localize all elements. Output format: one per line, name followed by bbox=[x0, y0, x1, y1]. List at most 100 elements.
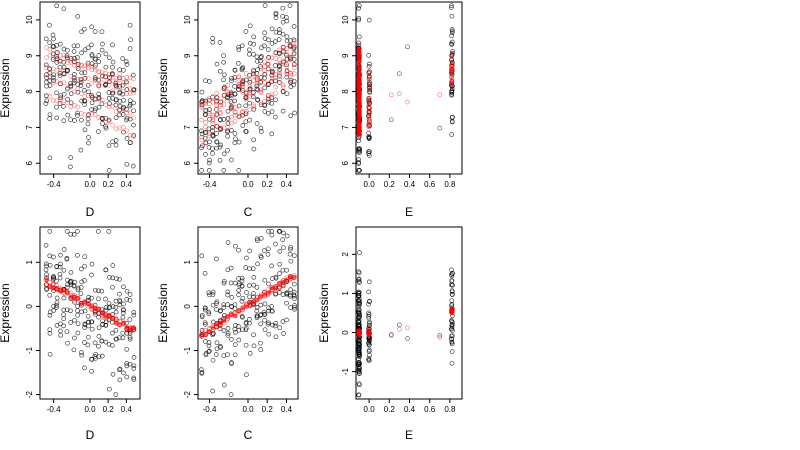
observed-point bbox=[225, 333, 231, 338]
observed-point bbox=[225, 108, 231, 114]
fitted-point bbox=[356, 46, 362, 52]
observed-point bbox=[64, 307, 70, 313]
fitted-point bbox=[280, 282, 286, 288]
observed-point bbox=[124, 79, 129, 85]
x-tick-label: -0.4 bbox=[203, 405, 217, 414]
observed-point bbox=[82, 98, 88, 104]
fitted-point bbox=[366, 76, 372, 82]
fitted-point bbox=[113, 79, 119, 85]
observed-point bbox=[72, 335, 77, 341]
observed-point bbox=[117, 67, 122, 73]
observed-point bbox=[89, 295, 94, 301]
observed-point bbox=[79, 70, 85, 76]
observed-point bbox=[71, 43, 77, 49]
observed-point bbox=[96, 53, 102, 58]
observed-point bbox=[109, 90, 115, 96]
fitted-point bbox=[210, 327, 216, 332]
fitted-point bbox=[120, 107, 126, 113]
observed-point bbox=[229, 337, 234, 342]
fitted-point bbox=[89, 64, 95, 69]
observed-point bbox=[113, 102, 119, 108]
observed-point bbox=[124, 288, 130, 294]
fitted-point bbox=[57, 70, 63, 76]
observed-point bbox=[64, 329, 70, 335]
observed-point bbox=[210, 357, 216, 363]
x-tick-label: 0.2 bbox=[262, 405, 274, 414]
observed-point bbox=[130, 72, 136, 78]
observed-point bbox=[113, 327, 119, 333]
observed-point bbox=[356, 307, 362, 313]
fitted-point bbox=[44, 45, 49, 50]
observed-point bbox=[287, 3, 293, 8]
observed-point bbox=[61, 295, 67, 301]
fitted-point bbox=[110, 78, 116, 84]
fitted-point bbox=[106, 71, 112, 77]
fitted-point bbox=[247, 88, 253, 93]
observed-point bbox=[120, 307, 126, 313]
observed-point bbox=[96, 129, 101, 134]
observed-point bbox=[89, 93, 94, 98]
observed-point bbox=[117, 112, 122, 118]
observed-point bbox=[206, 343, 212, 349]
fitted-point bbox=[199, 134, 205, 140]
observed-point bbox=[288, 113, 294, 119]
observed-point bbox=[405, 336, 410, 341]
fitted-point bbox=[265, 80, 271, 86]
observed-point bbox=[255, 238, 260, 244]
fitted-point bbox=[236, 114, 242, 120]
observed-point bbox=[107, 386, 112, 392]
observed-point bbox=[356, 17, 362, 23]
observed-point bbox=[251, 332, 256, 338]
observed-point bbox=[356, 34, 362, 40]
fitted-point bbox=[82, 66, 88, 72]
observed-point bbox=[113, 142, 119, 148]
fitted-point bbox=[251, 73, 256, 79]
fitted-point bbox=[64, 60, 70, 66]
observed-point bbox=[116, 335, 122, 341]
observed-point bbox=[356, 269, 361, 275]
fitted-point bbox=[225, 124, 231, 130]
observed-point bbox=[247, 23, 253, 29]
fitted-point bbox=[68, 60, 74, 65]
observed-point bbox=[288, 258, 294, 264]
x-axis-title: D bbox=[86, 428, 95, 442]
observed-point bbox=[265, 252, 271, 257]
observed-point bbox=[117, 377, 123, 383]
observed-point bbox=[103, 305, 109, 310]
observed-point bbox=[269, 109, 275, 115]
observed-point bbox=[232, 131, 238, 136]
fitted-point bbox=[131, 90, 136, 96]
observed-point bbox=[356, 5, 362, 11]
fitted-point bbox=[127, 75, 133, 81]
observed-point bbox=[291, 57, 297, 62]
observed-point bbox=[72, 279, 78, 285]
observed-point bbox=[243, 129, 249, 134]
observed-point bbox=[254, 121, 260, 126]
fitted-point bbox=[217, 111, 223, 116]
observed-point bbox=[61, 316, 67, 322]
observed-point bbox=[124, 62, 130, 67]
fitted-point bbox=[47, 47, 53, 52]
observed-point bbox=[284, 74, 290, 80]
fitted-point bbox=[291, 71, 297, 77]
x-tick-label: -0.4 bbox=[203, 180, 217, 189]
fitted-point bbox=[449, 309, 455, 314]
observed-point bbox=[262, 85, 268, 91]
observed-point bbox=[96, 83, 102, 89]
observed-point bbox=[103, 51, 109, 57]
y-tick-label: 1 bbox=[25, 260, 34, 265]
observed-point bbox=[54, 3, 60, 9]
observed-point bbox=[92, 108, 98, 114]
observed-point bbox=[255, 97, 261, 103]
observed-point bbox=[106, 168, 112, 173]
observed-point bbox=[449, 324, 455, 330]
observed-point bbox=[356, 310, 362, 316]
observed-point bbox=[92, 340, 98, 346]
observed-point bbox=[54, 305, 59, 310]
observed-point bbox=[236, 288, 242, 293]
fitted-point bbox=[124, 91, 130, 97]
observed-point bbox=[131, 363, 137, 369]
observed-point bbox=[96, 296, 101, 302]
observed-points bbox=[199, 3, 297, 173]
observed-point bbox=[235, 61, 241, 66]
